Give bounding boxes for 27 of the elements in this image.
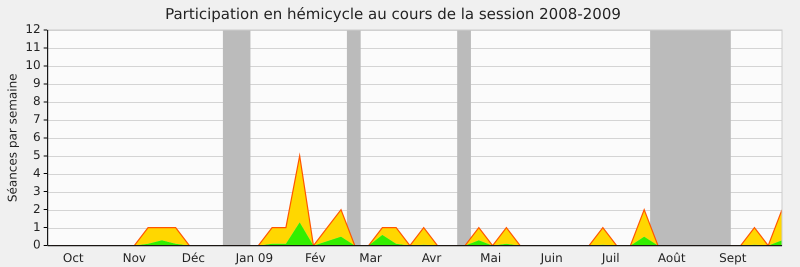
y-tick-label: 12 [25, 22, 41, 36]
x-tick-label: Oct [62, 250, 84, 265]
x-tick-label: Déc [182, 250, 205, 265]
y-tick-label: 0 [33, 238, 41, 252]
y-axis-title: Séances par semaine [5, 73, 20, 202]
x-tick-label: Avr [422, 250, 442, 265]
x-tick-label: Mai [480, 250, 502, 265]
y-tick-label: 1 [33, 220, 41, 234]
y-tick-label: 11 [25, 40, 41, 54]
x-tick-label: Jan 09 [234, 250, 274, 265]
y-tick-label: 3 [33, 184, 41, 198]
y-tick-label: 7 [33, 112, 41, 126]
y-tick-label: 9 [33, 76, 41, 90]
x-tick-label: Juil [600, 250, 620, 265]
chart-title: Participation en hémicycle au cours de la session 2008-2009 [165, 4, 621, 23]
y-tick-label: 6 [33, 130, 41, 144]
x-tick-label: Mar [359, 250, 382, 265]
x-tick-label: Nov [122, 250, 146, 265]
y-tick-label: 4 [33, 166, 41, 180]
x-tick-label: Fév [305, 250, 326, 265]
x-tick-label: Août [658, 250, 686, 265]
y-tick-label: 10 [25, 58, 41, 72]
y-tick-label: 8 [33, 94, 41, 108]
y-tick-label: 2 [33, 202, 41, 216]
x-tick-label: Sept [719, 250, 747, 265]
y-tick-label: 5 [33, 148, 41, 162]
x-tick-label: Juin [540, 250, 563, 265]
